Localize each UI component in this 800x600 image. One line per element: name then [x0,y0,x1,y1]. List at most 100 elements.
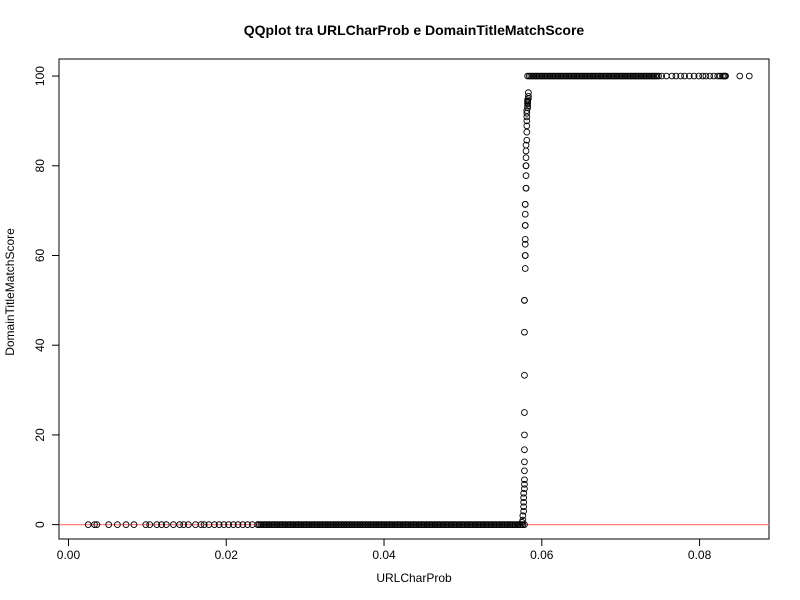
data-point [521,210,529,218]
data-point [520,498,528,506]
data-point [525,92,532,100]
data-point [521,240,529,248]
data-point [521,458,528,466]
data-point [521,201,529,208]
data-point [668,72,676,80]
data-point [244,521,251,528]
data-point [185,521,192,528]
data-point [736,72,744,80]
data-point [522,147,530,155]
data-point [523,117,531,125]
data-point [215,521,223,528]
data-point [521,446,528,454]
data-point [523,113,531,121]
data-point [122,521,130,528]
data-point [702,72,710,80]
data-point [714,72,722,80]
x-tick-label: 0.02 [215,548,239,562]
data-point [521,480,528,488]
data-point [521,521,528,528]
data-point [130,521,138,528]
data-point [84,521,92,528]
x-tick-label: 0.00 [57,548,81,562]
x-tick-label: 0.08 [688,548,712,562]
data-point [677,72,684,80]
data-point [523,128,531,136]
data-point [695,72,703,80]
data-point [105,521,113,528]
data-point [658,72,666,80]
data-point [524,102,531,110]
data-point [521,297,528,304]
data-point [520,503,528,511]
data-point [520,489,528,497]
data-point [200,521,208,528]
data-point [180,521,187,528]
data-point [522,172,530,179]
data-point [153,521,161,528]
data-point [519,512,527,520]
data-point [114,521,121,528]
x-tick-label: 0.06 [530,548,554,562]
data-point [239,521,247,528]
data-point [521,265,529,272]
data-point [197,521,205,528]
data-point [520,494,528,502]
data-point [521,485,528,493]
data-point [521,409,528,416]
data-point [672,72,680,80]
x-axis-label: URLCharProb [376,571,452,585]
plot-frame [58,58,770,540]
y-axis: 0 20 40 60 80 100 [33,66,60,528]
data-point [522,154,530,162]
y-tick-label: 40 [33,338,47,352]
data-point [690,72,698,80]
data-point [220,521,228,528]
data-point [519,516,527,524]
y-tick-label: 60 [33,248,47,262]
points-layer [84,72,753,528]
data-point [706,72,714,80]
data-point [523,136,531,144]
data-point [745,72,753,80]
data-point [521,467,528,475]
y-tick-label: 100 [33,66,47,86]
data-point [521,371,528,379]
data-point [522,184,530,192]
data-point [681,72,688,80]
y-tick-label: 20 [33,428,47,442]
data-point [170,521,177,528]
data-point [229,521,237,528]
y-axis-label: DomainTitleMatchScore [3,228,17,356]
data-point [521,252,529,259]
data-point [524,96,531,104]
data-point [146,521,154,528]
data-point [699,72,707,80]
data-point [522,141,530,149]
data-point [722,72,729,80]
data-point [522,162,530,170]
data-point [710,72,718,80]
data-point [176,521,184,528]
data-point [158,521,165,528]
data-point [162,521,170,528]
data-point [521,476,528,484]
data-point [521,431,528,439]
x-tick-label: 0.04 [372,548,396,562]
data-point [523,107,531,114]
x-axis: 0.00 0.02 0.04 0.06 0.08 [57,538,712,562]
data-point [525,89,532,96]
data-point [91,521,98,528]
data-point [521,235,529,243]
data-point [521,222,529,229]
data-point [93,521,101,528]
data-point [225,521,232,528]
y-tick-label: 80 [33,159,47,173]
data-point [234,521,242,528]
data-point [142,521,150,528]
y-tick-label: 0 [33,521,47,528]
data-point [685,72,693,80]
chart-title: QQplot tra URLCharProb e DomainTitleMatc… [244,22,585,38]
data-point [211,521,218,528]
